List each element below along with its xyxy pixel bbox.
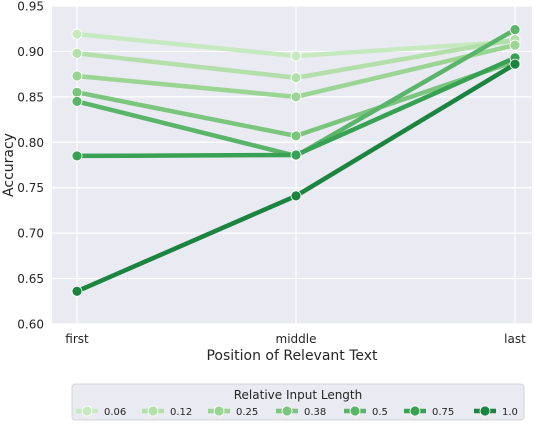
x-tick-labels: first middle last (65, 332, 526, 346)
legend-title: Relative Input Length (234, 388, 362, 402)
legend-item: 0.5 (344, 405, 388, 418)
legend-item: 0.75 (404, 405, 454, 418)
data-point-marker (73, 98, 81, 105)
data-point-marker (73, 31, 81, 38)
y-tick-label: 0.75 (17, 181, 44, 195)
series-0.25 (71, 39, 521, 103)
legend-swatch-marker (81, 405, 93, 417)
legend-item: 0.12 (142, 405, 192, 418)
data-point (290, 72, 302, 84)
legend-label: 0.06 (104, 407, 126, 418)
data-point-marker (73, 89, 81, 96)
data-point (509, 39, 521, 51)
data-point-marker (511, 41, 519, 49)
y-tick-label: 0.90 (17, 45, 44, 59)
y-tick-labels: 0.60 0.65 0.70 0.75 0.80 0.85 0.90 0.95 (17, 0, 44, 332)
legend-item: 0.06 (76, 405, 126, 418)
y-tick-label: 0.95 (17, 0, 44, 14)
x-tick-label: last (504, 332, 526, 346)
data-point (71, 47, 83, 59)
data-point (71, 285, 83, 297)
grid-lines (52, 5, 532, 325)
legend-swatch-marker (479, 405, 491, 417)
y-tick-label: 0.65 (17, 272, 44, 286)
data-point (71, 150, 83, 162)
data-point (290, 190, 302, 202)
legend-swatch-marker (349, 405, 361, 417)
data-point-marker (292, 151, 300, 159)
data-point (290, 130, 302, 142)
data-point-marker (73, 152, 81, 160)
legend-item: 0.25 (208, 405, 258, 418)
y-axis-label: Accuracy (1, 133, 17, 197)
data-point-marker (511, 26, 519, 33)
data-point-marker (511, 61, 519, 68)
data-point (71, 70, 83, 82)
x-tick-label: first (65, 332, 89, 346)
series-1.0 (71, 58, 521, 297)
legend-swatch-marker (147, 405, 159, 417)
legend-swatch-marker (409, 405, 421, 417)
legend-label: 0.25 (236, 407, 258, 418)
data-point (509, 58, 521, 70)
y-tick-label: 0.80 (17, 136, 44, 150)
data-point-marker (73, 288, 81, 295)
data-point (71, 96, 83, 107)
data-point-marker (73, 50, 81, 57)
data-point (290, 149, 302, 161)
data-point (509, 24, 521, 36)
legend-item: 0.38 (276, 405, 326, 418)
data-point-marker (292, 52, 300, 60)
x-tick-label: middle (276, 332, 317, 346)
legend: Relative Input Length 0.06 0.12 0.25 0.38 0.… (71, 383, 525, 421)
data-point-marker (292, 192, 300, 199)
legend-swatch-marker (281, 405, 293, 417)
y-tick-label: 0.85 (17, 90, 44, 104)
x-axis-label: Position of Relevant Text (206, 348, 378, 364)
legend-item: 1.0 (474, 405, 518, 418)
series-lines (71, 24, 521, 297)
data-point (290, 50, 302, 62)
legend-swatch-marker (213, 405, 225, 417)
data-point-marker (292, 132, 300, 140)
data-point-marker (292, 74, 300, 81)
legend-label: 0.75 (432, 407, 454, 418)
legend-items: 0.06 0.12 0.25 0.38 0.5 0.75 1.0 (76, 405, 518, 418)
data-point (290, 91, 302, 103)
data-point-marker (292, 93, 300, 100)
legend-label: 0.5 (372, 407, 388, 418)
y-tick-label: 0.70 (17, 227, 44, 241)
legend-label: 1.0 (502, 407, 518, 418)
data-point (71, 28, 83, 40)
y-tick-label: 0.60 (17, 318, 44, 332)
data-point-marker (73, 72, 81, 80)
data-point (71, 86, 83, 98)
legend-label: 0.12 (170, 407, 192, 418)
legend-label: 0.38 (304, 407, 326, 418)
